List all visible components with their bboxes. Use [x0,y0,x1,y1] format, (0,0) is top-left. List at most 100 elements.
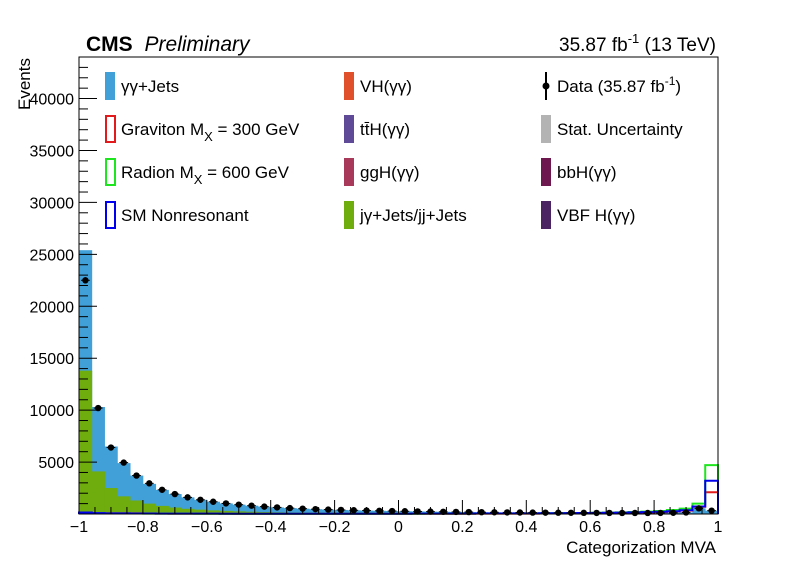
legend-label-8: bbH(γγ) [557,163,617,182]
data-point-16 [286,504,294,512]
bar-0-6 [155,505,169,514]
data-point-38 [567,509,575,516]
bar-0-5 [142,503,157,514]
legend-swatch-0 [105,72,115,100]
bar-1-13 [245,505,259,514]
legend-swatch-1 [344,72,354,100]
lumi-label: 35.87 fb-1 (13 TeV) [559,31,716,56]
y-axis-label: Events [15,58,34,110]
data-point-44 [644,509,651,517]
data-point-19 [325,506,332,513]
legend-swatch-5 [541,115,551,143]
data-point-23 [376,507,383,515]
bar-1-14 [257,506,272,514]
x-tick-label-6: 0.2 [451,519,473,536]
data-point-8 [184,494,191,501]
data-point-9 [197,496,204,503]
x-tick-label-4: −0.2 [319,519,351,536]
legend-label-7: ggH(γγ) [360,163,420,182]
bar-0-4 [130,500,144,514]
data-point-14 [261,503,268,510]
x-tick-label-0: −1 [70,519,88,536]
data-point-3 [120,459,127,466]
x-tick-label-8: 0.6 [579,519,601,536]
legend-swatch-7 [344,158,354,186]
legend-label-1: VH(γγ) [360,77,412,96]
legend-label-3: Graviton MX = 300 GeV [121,120,300,144]
x-tick-label-7: 0.4 [515,519,537,536]
data-point-10 [209,498,217,505]
data-point-12 [235,501,242,508]
data-point-21 [350,507,357,514]
data-point-15 [273,504,281,511]
x-tick-label-3: −0.4 [255,519,287,536]
legend-label-9: SM Nonresonant [121,206,249,225]
legend-swatch-3 [105,115,116,143]
data-point-36 [542,509,549,516]
legend-label-11: VBF H(γγ) [557,206,635,225]
data-point-2 [107,444,115,451]
x-tick-label-10: 1 [714,519,723,536]
histogram-layer [79,250,719,514]
x-tick-label-2: −0.6 [191,519,223,536]
data-point-24 [388,507,396,515]
bar-0-3 [117,496,131,514]
data-point-33 [503,509,511,516]
legend-label-10: jγ+Jets/jj+Jets [359,206,467,225]
data-point-11 [222,500,230,507]
x-tick-label-1: −0.8 [127,519,159,536]
data-point-40 [593,509,600,517]
y-tick-label-6: 35000 [30,143,75,160]
y-tick-label-5: 30000 [30,195,75,212]
y-tick-label-4: 25000 [30,247,75,264]
data-point-35 [529,509,536,516]
x-tick-label-5: 0 [394,519,403,536]
data-point-46 [670,509,677,516]
legend-swatch-11 [541,201,551,229]
axes-layer: −1 −0.8 −0.6 −0.4 −0.2 0 0.2 0.4 0.6 0.8 150001000… [30,66,723,536]
legend-marker-2 [542,82,550,90]
data-point-13 [248,502,255,509]
data-point-0 [82,277,89,284]
bar-1-15 [270,507,284,514]
bar-0-9 [194,509,208,514]
data-point-18 [312,505,319,513]
y-tick-label-1: 10000 [30,403,75,420]
bar-0-2 [104,488,118,514]
data-point-4 [133,472,140,479]
data-point-48 [695,505,703,512]
bar-0-0 [79,370,93,514]
bar-0-11 [219,510,233,514]
bar-1-11 [219,503,233,514]
legend-label-6: Radion MX = 600 GeV [121,163,290,187]
data-point-7 [171,490,179,498]
data-point-26 [414,508,421,515]
data-point-45 [657,509,664,517]
legend-label-5: Stat. Uncertainty [557,120,683,139]
y-tick-label-3: 20000 [30,299,75,316]
legend-swatch-8 [541,158,551,186]
data-point-34 [516,509,524,516]
data-point-25 [401,508,409,515]
legend: γγ+Jets VH(γγ) Data (35.87 fb-1) Graviton M… [105,72,683,229]
x-tick-label-9: 0.8 [643,519,665,536]
legend-swatch-9 [105,201,116,229]
legend-swatch-4 [344,115,354,143]
data-point-20 [337,506,345,514]
bar-0-8 [181,508,195,514]
legend-label-4: tt̄H(γγ) [360,120,410,139]
data-point-43 [631,509,639,517]
x-axis-label: Categorization MVA [566,538,717,557]
y-tick-label-0: 5000 [38,455,74,472]
legend-label-0: γγ+Jets [121,77,179,96]
y-tick-label-2: 15000 [30,351,75,368]
legend-swatch-10 [344,201,354,229]
data-point-6 [158,486,166,493]
cms-label: CMS Preliminary [86,33,251,56]
bar-0-10 [206,510,220,514]
data-point-28 [440,508,447,515]
legend-swatch-6 [105,158,116,186]
legend-label-2: Data (35.87 fb-1) [557,74,681,96]
data-point-39 [580,509,588,517]
